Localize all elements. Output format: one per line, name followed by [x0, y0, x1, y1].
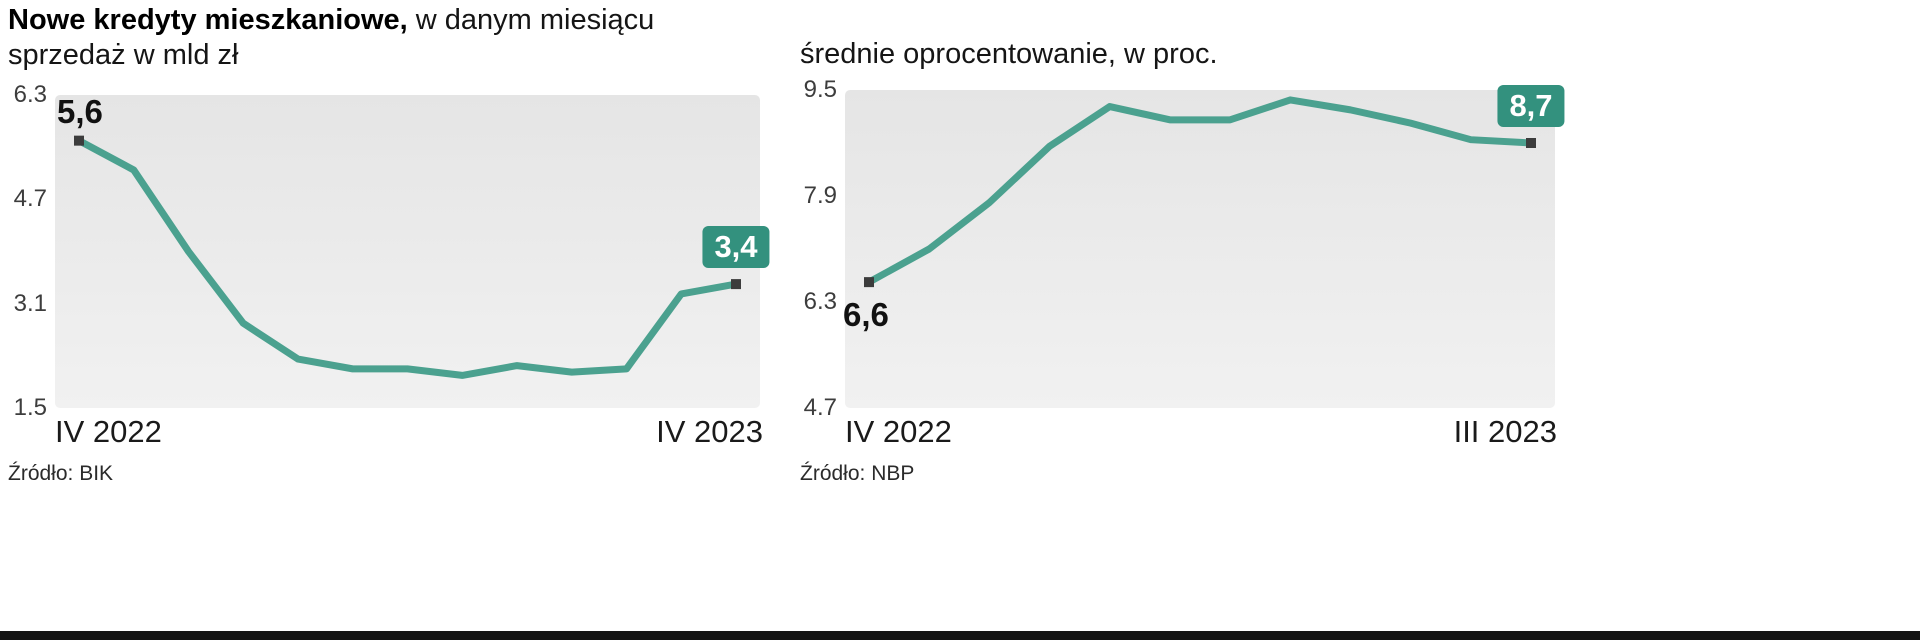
end-point-marker: [1526, 138, 1536, 148]
left-chart-source: Źródło: BIK: [8, 462, 114, 485]
right-chart-title: średnie oprocentowanie, w proc.: [800, 37, 1540, 72]
line-chart-svg: [74, 135, 741, 379]
left-chart-plot: 5,6 3,4 6.3 4.7 3.1 1.5: [14, 81, 770, 421]
left-x-start-label: IV 2022: [55, 414, 162, 449]
end-point-marker: [731, 279, 741, 290]
y-axis-tick-label: 3.1: [13, 289, 47, 317]
y-axis-tick-label: 6.3: [803, 288, 837, 315]
left-chart-title-bold: Nowe kredyty mieszkaniowe,: [8, 4, 408, 36]
y-axis-tick-label: 4.7: [13, 185, 47, 213]
right-x-end-label: III 2023: [1453, 414, 1557, 449]
right-chart-plot: 6,6 8,7 9.5 7.9 6.3 4.7: [804, 76, 1565, 421]
start-point-marker: [864, 277, 874, 288]
left-chart-title: Nowe kredyty mieszkaniowe, w danym miesi…: [8, 3, 728, 73]
left-chart-title-line2: sprzedaż w mld zł: [8, 39, 239, 71]
data-line: [865, 96, 1535, 286]
right-chart-title-rest: średnie oprocentowanie, w proc.: [800, 38, 1218, 70]
start-point-marker: [74, 135, 84, 146]
y-axis-tick-label: 4.7: [803, 394, 837, 421]
right-chart-source: Źródło: NBP: [800, 462, 915, 485]
y-axis-tick-label: 7.9: [803, 182, 837, 209]
left-chart-title-rest: w danym miesiącu: [407, 4, 655, 36]
right-x-start-label: IV 2022: [845, 414, 952, 449]
y-axis-tick-label: 1.5: [13, 394, 47, 421]
y-axis-tick-label: 9.5: [803, 76, 837, 103]
line-chart-svg: [864, 96, 1536, 288]
left-end-value-badge: 3,4: [702, 226, 770, 269]
right-start-value-label: 6,6: [843, 296, 889, 334]
left-x-end-label: IV 2023: [656, 414, 763, 449]
data-line: [75, 137, 740, 379]
y-axis-tick-label: 6.3: [13, 81, 47, 108]
left-x-axis: IV 2022 IV 2023: [55, 414, 763, 450]
right-x-axis: IV 2022 III 2023: [845, 414, 1557, 450]
left-start-value-label: 5,6: [57, 92, 103, 130]
bottom-bar: [0, 631, 1920, 640]
right-end-value-badge: 8,7: [1497, 85, 1565, 127]
